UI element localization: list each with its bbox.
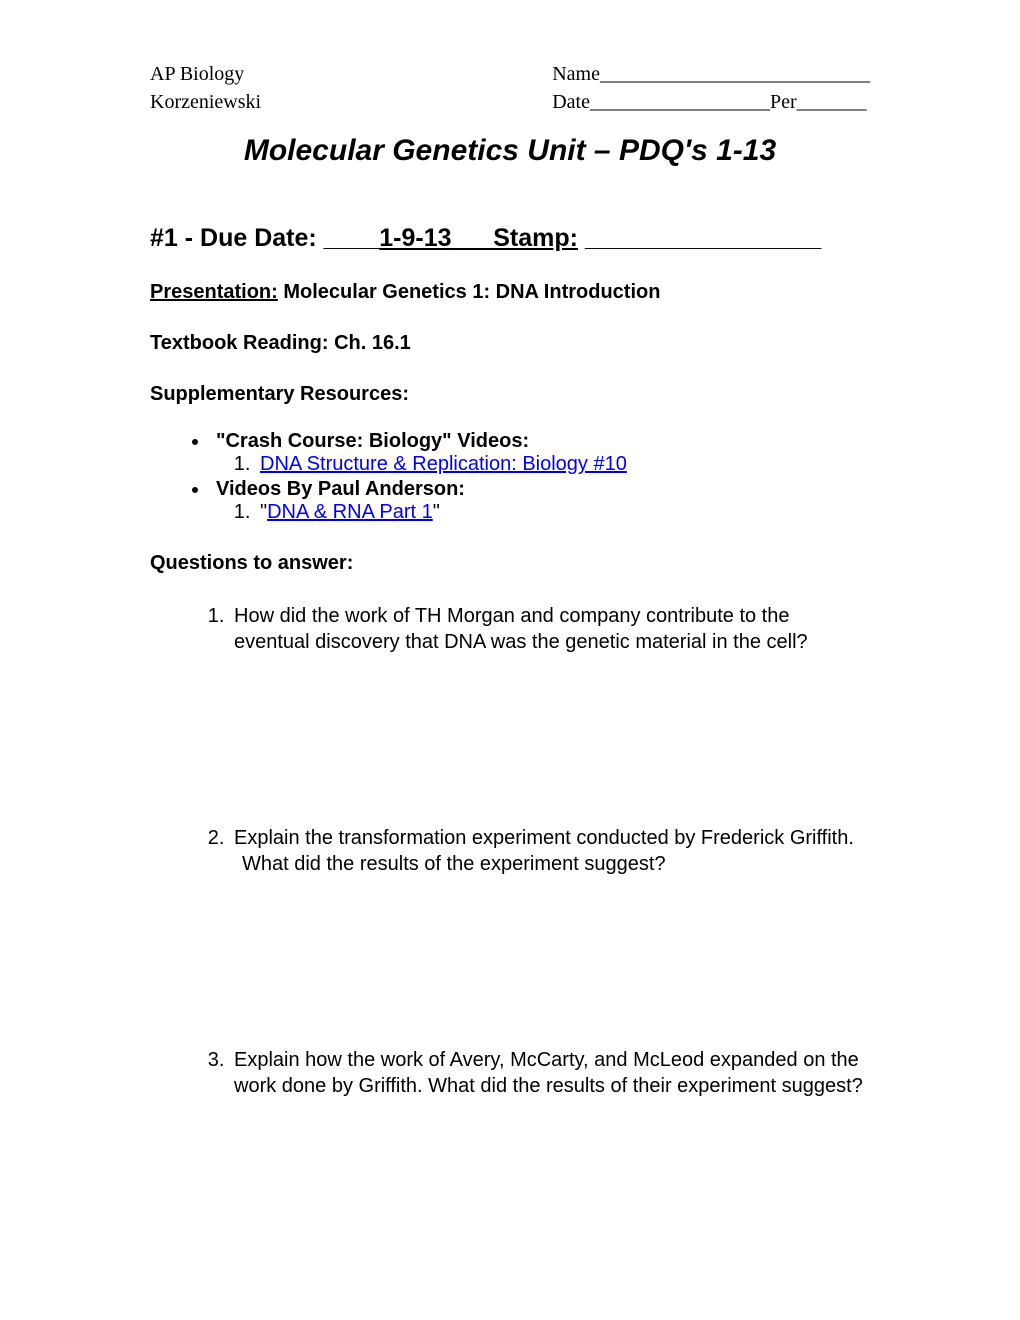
teacher-name: Korzeniewski — [150, 88, 261, 116]
resources-list: "Crash Course: Biology" Videos: DNA Stru… — [210, 430, 870, 524]
course-name: AP Biology — [150, 60, 261, 88]
date-per-field: Date__________________Per_______ — [552, 88, 870, 116]
presentation-heading: Presentation: Molecular Genetics 1: DNA … — [150, 281, 870, 304]
resource-sublist-item: "DNA & RNA Part 1" — [256, 501, 870, 524]
question-3: Explain how the work of Avery, McCarty, … — [230, 1047, 870, 1099]
resource-item-crash-course: "Crash Course: Biology" Videos: DNA Stru… — [210, 430, 870, 476]
questions-list: How did the work of TH Morgan and compan… — [230, 603, 870, 1099]
dna-structure-link[interactable]: DNA Structure & Replication: Biology #10 — [260, 453, 627, 475]
question-1: How did the work of TH Morgan and compan… — [230, 603, 870, 655]
questions-heading: Questions to answer: — [150, 552, 870, 575]
page-title: Molecular Genetics Unit – PDQ's 1-13 — [150, 134, 870, 168]
resource-item-paul-anderson: Videos By Paul Anderson: "DNA & RNA Part… — [210, 478, 870, 524]
question-2: Explain the transformation experiment co… — [230, 825, 870, 877]
name-field: Name___________________________ — [552, 60, 870, 88]
dna-rna-link[interactable]: DNA & RNA Part 1 — [267, 501, 433, 523]
due-date-heading: #1 - Due Date: ____1-9-13___Stamp: _____… — [150, 224, 870, 253]
resource-sublist-item: DNA Structure & Replication: Biology #10 — [256, 453, 870, 476]
textbook-heading: Textbook Reading: Ch. 16.1 — [150, 332, 870, 355]
supplementary-heading: Supplementary Resources: — [150, 383, 870, 406]
header: AP Biology Korzeniewski Name____________… — [150, 60, 870, 116]
